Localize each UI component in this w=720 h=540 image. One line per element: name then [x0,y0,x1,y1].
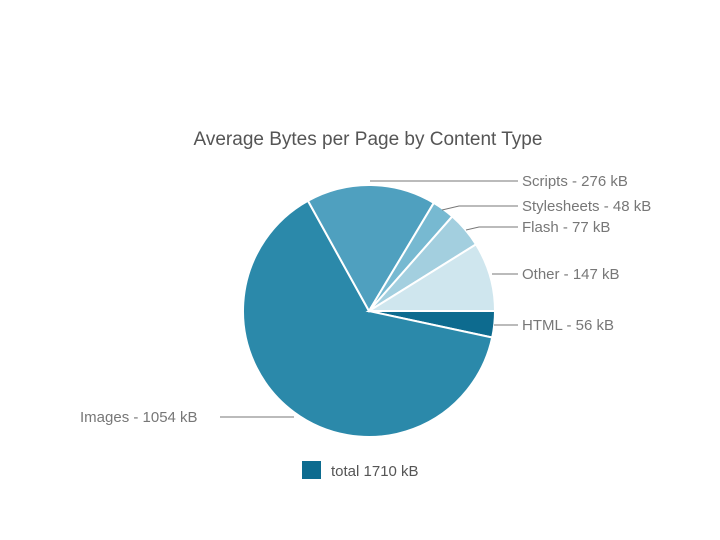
slice-label-html: HTML - 56 kB [522,317,614,334]
slice-labels: HTML - 56 kB Images - 1054 kB Scripts - 27… [80,173,651,426]
pie-slice-images [242,199,494,438]
slice-label-scripts: Scripts - 276 kB [522,173,628,190]
leader-line-stylesheets [441,205,518,211]
legend: total 1710 kB [302,461,419,480]
pie-slice-other [365,243,497,312]
legend-swatch [302,461,321,479]
legend-label: total 1710 kB [331,463,419,480]
slice-label-other: Other - 147 kB [522,266,620,283]
slice-label-images: Images - 1054 kB [80,409,198,426]
pie-slices [242,184,497,438]
slice-label-stylesheets: Stylesheets - 48 kB [522,198,651,215]
pie-slice-scripts [306,184,436,314]
leader-line-flash [465,226,518,231]
slice-label-flash: Flash - 77 kB [522,219,610,236]
chart-title: Average Bytes per Page by Content Type [194,129,543,150]
